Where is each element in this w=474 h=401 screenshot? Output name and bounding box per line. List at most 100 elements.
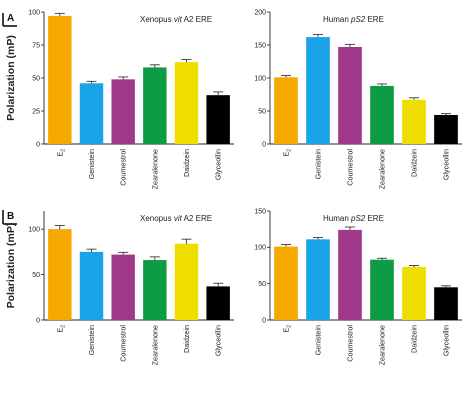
x-tick-label: Genistein bbox=[87, 149, 96, 179]
chart-title: Human pS2 ERE bbox=[323, 214, 384, 223]
x-tick-label: Genistein bbox=[87, 325, 96, 355]
bar-daidzein bbox=[402, 266, 426, 320]
bar-coumestrol bbox=[338, 229, 362, 320]
y-tick-label: 150 bbox=[254, 42, 266, 49]
chart-2: 0 50 100 150 200 Human pS2 ERE E2 Genistein Coum… bbox=[254, 9, 462, 189]
chart-title-part: A2 ERE bbox=[182, 214, 212, 223]
chart-title-part: vit bbox=[174, 214, 183, 223]
chart-title-part: ERE bbox=[365, 15, 384, 24]
x-tick-label: Zearalenone bbox=[150, 325, 159, 365]
chart-title-part: ERE bbox=[365, 214, 384, 223]
chart-4: 0 50 100 150 Human pS2 ERE E2 Genistein Coumest… bbox=[254, 208, 462, 365]
x-tick-label: Zearalenone bbox=[150, 149, 159, 189]
chart-title: Human pS2 ERE bbox=[323, 15, 384, 24]
x-tick-label: Genistein bbox=[314, 149, 323, 179]
x-tick-label: E2 bbox=[55, 325, 66, 333]
y-tick-label: 100 bbox=[254, 245, 266, 252]
chart-title-part: A2 ERE bbox=[182, 15, 212, 24]
x-tick-label-subscript: 2 bbox=[287, 325, 293, 328]
x-tick-label: Daidzein bbox=[410, 149, 419, 177]
bar-zearalenone bbox=[370, 85, 394, 144]
x-tick-label: Zearalenone bbox=[378, 149, 387, 189]
panel-label-a: A bbox=[7, 13, 14, 24]
y-tick-label: 75 bbox=[32, 42, 40, 49]
x-tick-label-base: E bbox=[55, 328, 64, 333]
bar-genistein bbox=[79, 251, 104, 320]
x-tick-label: Glyceollin bbox=[214, 149, 223, 180]
y-tick-label: 50 bbox=[32, 272, 40, 279]
bar-daidzein bbox=[174, 243, 199, 320]
x-tick-label: Genistein bbox=[314, 325, 323, 355]
bar-glyceollin bbox=[206, 286, 230, 320]
bar-genistein bbox=[306, 239, 330, 320]
y-tick-label: 0 bbox=[262, 141, 266, 148]
y-axis-label: Polarization (mP) bbox=[5, 35, 17, 121]
bar-e2 bbox=[274, 246, 298, 320]
x-tick-label: Coumestrol bbox=[119, 149, 128, 186]
chart-title: Xenopus vit A2 ERE bbox=[140, 214, 212, 223]
chart-title-part: vit bbox=[174, 15, 183, 24]
y-tick-label: 0 bbox=[36, 141, 40, 148]
y-tick-label: 50 bbox=[258, 108, 266, 115]
x-tick-label-base: E bbox=[55, 152, 64, 157]
y-tick-label: 25 bbox=[32, 108, 40, 115]
bar-coumestrol bbox=[111, 254, 135, 320]
bar-genistein bbox=[306, 37, 330, 144]
chart-title-part: Human bbox=[323, 15, 351, 24]
x-tick-label-subscript: 2 bbox=[60, 149, 66, 152]
bar-genistein bbox=[79, 83, 104, 144]
y-tick-label: 100 bbox=[254, 75, 266, 82]
bar-coumestrol bbox=[111, 79, 135, 144]
y-tick-label: 200 bbox=[254, 9, 266, 16]
y-tick-label: 100 bbox=[28, 227, 40, 234]
x-tick-label: Glyceollin bbox=[442, 325, 451, 356]
y-tick-label: 50 bbox=[32, 75, 40, 82]
bar-e2 bbox=[48, 229, 72, 320]
x-tick-label-subscript: 2 bbox=[287, 149, 293, 152]
x-tick-label: Daidzein bbox=[182, 149, 191, 177]
bar-zearalenone bbox=[370, 259, 394, 320]
x-tick-label: Daidzein bbox=[410, 325, 419, 353]
panel-label-b-group: B bbox=[2, 210, 17, 225]
x-tick-label: Coumestrol bbox=[346, 149, 355, 186]
bar-coumestrol bbox=[338, 46, 362, 145]
bar-zearalenone bbox=[143, 260, 167, 320]
chart-title-part: pS2 bbox=[350, 15, 366, 24]
chart-3: 0 50 100 Xenopus vit A2 ERE E2 Genistein Coume… bbox=[5, 211, 234, 365]
bar-glyceollin bbox=[434, 114, 458, 144]
chart-title-part: Xenopus bbox=[140, 15, 174, 24]
bar-glyceollin bbox=[206, 95, 230, 144]
bar-daidzein bbox=[174, 62, 199, 144]
y-tick-label: 0 bbox=[36, 317, 40, 324]
x-tick-label: Daidzein bbox=[182, 325, 191, 353]
x-tick-label: Glyceollin bbox=[214, 325, 223, 356]
chart-1: 0 25 50 75 100 Xenopus vit A2 ERE E2 Genistein C… bbox=[5, 9, 234, 189]
y-tick-label: 0 bbox=[262, 317, 266, 324]
x-tick-label: Zearalenone bbox=[378, 325, 387, 365]
x-tick-label: E2 bbox=[282, 149, 293, 157]
x-tick-label: E2 bbox=[282, 325, 293, 333]
x-tick-label: Coumestrol bbox=[346, 325, 355, 362]
chart-title: Xenopus vit A2 ERE bbox=[140, 15, 212, 24]
chart-title-part: Human bbox=[323, 214, 351, 223]
y-tick-label: 100 bbox=[28, 9, 40, 16]
x-tick-label: Coumestrol bbox=[119, 325, 128, 362]
x-tick-label-base: E bbox=[282, 328, 291, 333]
bar-e2 bbox=[274, 77, 298, 144]
bar-daidzein bbox=[402, 99, 426, 144]
x-tick-label: Glyceollin bbox=[442, 149, 451, 180]
bar-glyceollin bbox=[434, 287, 458, 320]
x-tick-label-subscript: 2 bbox=[60, 325, 66, 328]
chart-title-part: pS2 bbox=[350, 214, 366, 223]
panel-label-b: B bbox=[7, 211, 14, 222]
chart-title-part: Xenopus bbox=[140, 214, 174, 223]
bar-e2 bbox=[48, 15, 72, 144]
panel-label-a-group: A bbox=[2, 13, 17, 27]
y-tick-label: 150 bbox=[254, 208, 266, 215]
x-tick-label: E2 bbox=[55, 149, 66, 157]
x-tick-label-base: E bbox=[282, 152, 291, 157]
y-axis-label: Polarization (mP) bbox=[5, 223, 17, 309]
y-tick-label: 50 bbox=[258, 281, 266, 288]
